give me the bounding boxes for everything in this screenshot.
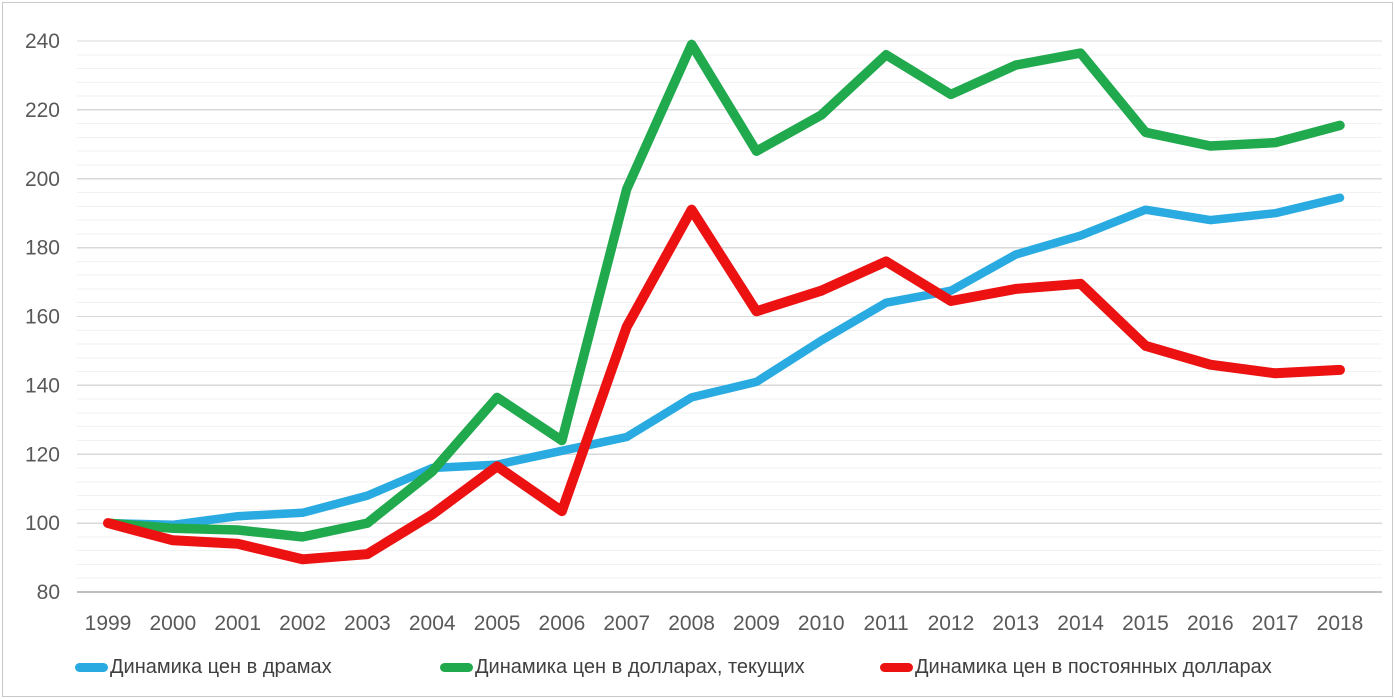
legend-item-current-dollars: Динамика цен в долларах, текущих [440,653,805,681]
tick-label: 2000 [149,612,196,635]
series-line-2 [103,204,1345,565]
tick-label: 120 [25,443,60,466]
tick-label: 100 [25,512,60,535]
legend-swatch-green [440,662,473,672]
tick-label: 2006 [539,612,586,635]
chart-legend: Динамика цен в драмах Динамика цен в дол… [0,653,1395,685]
tick-label: 2007 [603,612,650,635]
tick-label: 2017 [1252,612,1299,635]
tick-label: 2001 [214,612,261,635]
legend-label: Динамика цен в драмах [110,655,332,678]
minor-gridlines [77,54,1382,579]
legend-label: Динамика цен в постоянных долларах [915,655,1272,678]
x-axis-labels: 1999 2000 2001 2002 2003 2004 2005 2006 2007 2008… [85,612,1364,635]
tick-label: 2012 [928,612,975,635]
legend-label: Динамика цен в долларах, текущих [475,655,805,678]
legend-item-drams: Динамика цен в драмах [75,653,332,681]
series-line-0 [103,193,1345,530]
legend-swatch-red [880,662,913,672]
tick-label: 2014 [1057,612,1104,635]
tick-label: 2002 [279,612,326,635]
tick-label: 2008 [668,612,715,635]
tick-label: 140 [25,374,60,397]
tick-label: 2013 [992,612,1039,635]
legend-item-constant-dollars: Динамика цен в постоянных долларах [880,653,1272,681]
tick-label: 160 [25,306,60,329]
tick-label: 180 [25,237,60,260]
tick-label: 2004 [409,612,456,635]
tick-label: 2003 [344,612,391,635]
tick-label: 2016 [1187,612,1234,635]
tick-label: 2010 [798,612,845,635]
tick-label: 80 [37,581,60,604]
tick-label: 240 [25,30,60,53]
y-axis-labels: 80 100 120 140 160 180 200 220 240 [25,30,60,604]
tick-label: 2005 [474,612,521,635]
major-gridlines [77,40,1382,593]
tick-label: 2018 [1317,612,1364,635]
legend-swatch-blue [75,662,108,672]
series-line-1 [103,39,1345,542]
tick-label: 220 [25,99,60,122]
tick-label: 200 [25,168,60,191]
tick-label: 2011 [864,612,909,635]
tick-label: 2015 [1122,612,1169,635]
tick-label: 1999 [85,612,132,635]
tick-label: 2009 [733,612,780,635]
